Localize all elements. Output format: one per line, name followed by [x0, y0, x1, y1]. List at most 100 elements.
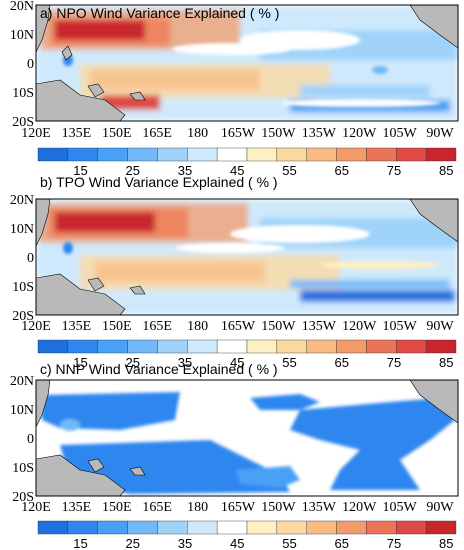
colorbar-tick-label: 15 — [73, 536, 87, 550]
colorbar-segment — [67, 339, 98, 354]
colorbar-segment — [306, 339, 337, 354]
colorbar-segment — [216, 520, 248, 535]
panel-a-title: a) NPO Wind Variance Explained ( % ) — [40, 5, 279, 21]
panel-a-field — [36, 5, 458, 121]
lon-tick-label: 150W — [261, 126, 296, 141]
colorbar-tick-label: 45 — [230, 355, 244, 370]
lon-tick-label: 90W — [426, 126, 454, 141]
lon-tick-label: 105W — [382, 126, 417, 141]
colorbar-segment — [157, 520, 188, 535]
colorbar-tick-label: 55 — [282, 163, 296, 178]
colorbar-segment — [157, 339, 188, 354]
colorbar-segment — [396, 520, 427, 535]
colorbar-segment — [216, 147, 248, 162]
colorbar-tick-label: 35 — [178, 355, 192, 370]
lat-tick-label: 10N — [10, 403, 34, 418]
lon-tick-label: 165E — [142, 500, 172, 515]
lat-tick-label: 10N — [10, 28, 34, 43]
lon-tick-label: 105W — [382, 319, 417, 334]
colorbar-segment — [396, 147, 427, 162]
colorbar-segment — [276, 147, 307, 162]
lon-tick-label: 135E — [62, 319, 92, 334]
lon-tick-label: 90W — [426, 319, 454, 334]
panel-a: a) NPO Wind Variance Explained ( % ) 20N… — [10, 0, 459, 178]
colorbar-tick-label: 65 — [335, 536, 349, 550]
colorbar-segment — [187, 339, 218, 354]
lat-tick-label: 20N — [10, 0, 34, 14]
colorbar-segment — [157, 147, 188, 162]
panel-c-land — [36, 380, 458, 496]
lon-tick-label: 135E — [62, 126, 92, 141]
panel-b-title: b) TPO Wind Variance Explained ( % ) — [40, 174, 278, 190]
colorbar-segment — [306, 520, 337, 535]
colorbar-tick-label: 85 — [439, 536, 453, 550]
lon-tick-label: 150W — [261, 500, 296, 515]
lon-tick-label: 120W — [342, 500, 377, 515]
colorbar-tick-label: 25 — [126, 163, 140, 178]
colorbar-tick-label: 25 — [126, 536, 140, 550]
panel-b-field — [36, 199, 458, 315]
colorbar-tick-label: 15 — [73, 163, 87, 178]
lon-tick-label: 105W — [382, 500, 417, 515]
lon-tick-label: 120W — [342, 126, 377, 141]
lon-tick-label: 120E — [21, 500, 51, 515]
colorbar-tick-label: 45 — [230, 163, 244, 178]
colorbar-segment — [127, 339, 158, 354]
colorbar-tick-label: 35 — [178, 536, 192, 550]
lon-tick-label: 150W — [261, 319, 296, 334]
colorbar-segment — [216, 339, 248, 354]
panel-c-field — [36, 380, 458, 496]
colorbar-segment — [336, 520, 367, 535]
lon-tick-label: 120W — [342, 319, 377, 334]
colorbar-segment — [366, 520, 397, 535]
lon-tick-label: 150E — [102, 500, 132, 515]
lat-tick-label: 10N — [10, 222, 34, 237]
lat-tick-label: 20S — [12, 309, 34, 324]
colorbar-segment — [276, 520, 307, 535]
colorbar-tick-label: 55 — [282, 536, 296, 550]
colorbar-tick-label: 85 — [439, 163, 453, 178]
colorbar-segment — [366, 147, 397, 162]
lat-tick-label: 0 — [27, 57, 34, 72]
colorbar-segment — [67, 147, 98, 162]
colorbar-segment — [187, 147, 218, 162]
lon-tick-label: 180 — [187, 500, 208, 515]
colorbar-segment — [127, 520, 158, 535]
lon-tick-label: 180 — [187, 126, 208, 141]
colorbar-tick-label: 85 — [439, 355, 453, 370]
lat-tick-label: 0 — [27, 251, 34, 266]
colorbar-segment — [425, 147, 457, 162]
lon-tick-label: 135E — [62, 500, 92, 515]
lat-tick-label: 10S — [12, 280, 34, 295]
lon-tick-label: 165E — [142, 319, 172, 334]
lon-tick-label: 150E — [102, 319, 132, 334]
lat-tick-label: 20N — [10, 193, 34, 208]
lon-tick-label: 165W — [221, 126, 256, 141]
colorbar-segment — [187, 520, 218, 535]
colorbar-tick-label: 75 — [387, 163, 401, 178]
colorbar-segment — [246, 339, 278, 354]
colorbar-tick-label: 25 — [126, 355, 140, 370]
panel-b-frame — [35, 198, 459, 316]
lon-tick-label: 135W — [302, 126, 337, 141]
colorbar-segment — [425, 339, 457, 354]
lon-tick-label: 165E — [142, 126, 172, 141]
colorbar-tick-label: 55 — [282, 355, 296, 370]
colorbar-segment — [396, 339, 427, 354]
colorbar-tick-label: 75 — [387, 536, 401, 550]
panel-b: b) TPO Wind Variance Explained ( % ) 20N… — [10, 174, 459, 370]
lon-tick-label: 180 — [187, 319, 208, 334]
panel-a-frame — [35, 4, 459, 122]
panel-c-title: c) NNP Wind Variance Explained ( % ) — [40, 361, 278, 377]
colorbar-segment — [246, 147, 278, 162]
lon-tick-label: 165W — [221, 500, 256, 515]
colorbar-segment — [97, 339, 128, 354]
panel-c: c) NNP Wind Variance Explained ( % ) 20N… — [10, 361, 459, 550]
colorbar-segment — [37, 339, 69, 354]
lat-tick-label: 0 — [27, 432, 34, 447]
colorbar-segment — [127, 147, 158, 162]
colorbar-segment — [425, 520, 457, 535]
colorbar-segment — [336, 147, 367, 162]
lon-tick-label: 165W — [221, 319, 256, 334]
